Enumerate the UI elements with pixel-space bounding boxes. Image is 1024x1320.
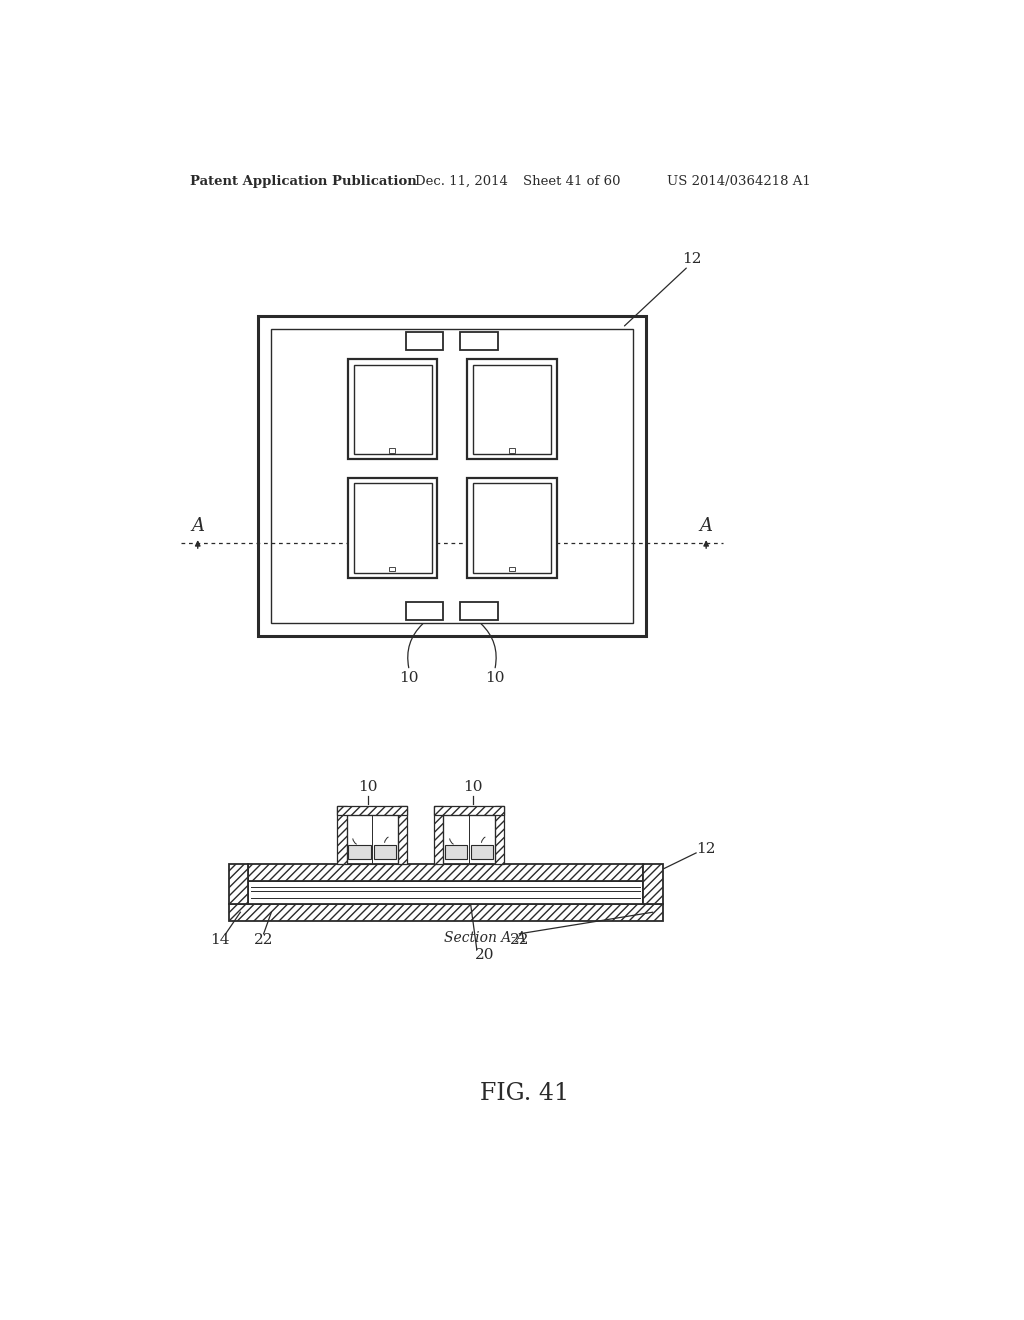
Bar — [337, 807, 346, 863]
Text: 22: 22 — [254, 933, 273, 946]
Bar — [643, 863, 663, 904]
Bar — [258, 317, 646, 636]
Bar — [461, 602, 498, 620]
Bar — [495, 807, 504, 863]
Bar — [445, 845, 467, 859]
Bar — [389, 566, 395, 572]
Text: 12: 12 — [695, 842, 715, 857]
Bar — [353, 364, 432, 454]
Bar — [353, 483, 432, 573]
Text: 10: 10 — [358, 780, 378, 795]
Bar — [467, 359, 557, 459]
Bar — [509, 447, 515, 453]
Text: Dec. 11, 2014: Dec. 11, 2014 — [415, 176, 508, 187]
Bar — [461, 331, 498, 350]
Bar — [434, 807, 443, 863]
Text: Section A-A: Section A-A — [443, 931, 525, 945]
Bar — [374, 845, 396, 859]
Bar — [348, 845, 371, 859]
Text: 10: 10 — [399, 671, 419, 685]
Bar — [473, 483, 551, 573]
Bar — [228, 904, 663, 921]
Text: Patent Application Publication: Patent Application Publication — [190, 176, 417, 187]
Text: A: A — [699, 517, 713, 536]
Bar — [407, 331, 443, 350]
Text: FIG. 41: FIG. 41 — [480, 1082, 569, 1105]
Bar — [473, 364, 551, 454]
Text: A: A — [191, 517, 204, 536]
Text: 20: 20 — [475, 948, 495, 962]
Bar — [346, 816, 397, 863]
Text: 10: 10 — [484, 671, 505, 685]
Bar — [248, 863, 643, 880]
Bar — [348, 359, 437, 459]
Bar — [389, 447, 395, 453]
Text: 14: 14 — [210, 933, 229, 946]
Bar — [228, 863, 248, 904]
Bar — [443, 816, 495, 863]
Text: US 2014/0364218 A1: US 2014/0364218 A1 — [667, 176, 810, 187]
Bar — [509, 566, 515, 572]
Bar — [248, 880, 643, 904]
Bar — [407, 602, 443, 620]
Text: 22: 22 — [510, 933, 529, 946]
Bar — [270, 329, 633, 623]
Bar — [397, 807, 407, 863]
Bar — [434, 807, 504, 816]
Bar — [337, 807, 407, 816]
Bar — [467, 478, 557, 578]
Bar — [471, 845, 493, 859]
Bar — [348, 478, 437, 578]
Text: 12: 12 — [682, 252, 701, 265]
Text: 10: 10 — [463, 780, 482, 795]
Text: Sheet 41 of 60: Sheet 41 of 60 — [523, 176, 621, 187]
